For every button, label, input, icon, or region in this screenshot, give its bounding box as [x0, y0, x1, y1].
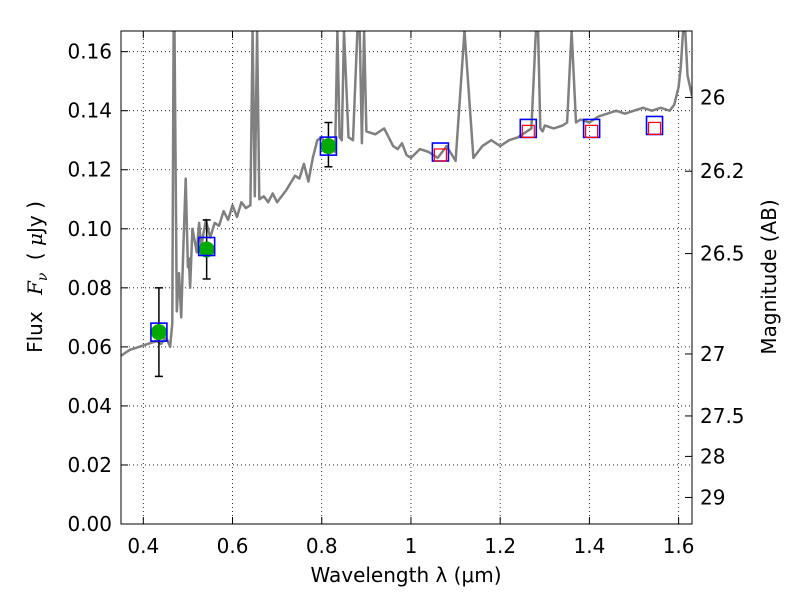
upper-limit-box — [585, 124, 599, 138]
y-tick-label: 0.06 — [67, 335, 112, 359]
y-axis-label-jy: Jy ) — [23, 201, 47, 235]
x-tick-label: 1.6 — [663, 534, 695, 558]
x-tick-label: 1.4 — [573, 534, 605, 558]
right-tick-label: 29 — [700, 485, 725, 509]
y-axis-label-subscript: ν — [35, 272, 51, 281]
upper-limit-boxes — [433, 121, 662, 162]
spectrum-line — [121, 31, 692, 357]
x-tick-label: 0.6 — [217, 534, 249, 558]
right-tick-label: 27.5 — [700, 404, 745, 428]
right-axis-label: Magnitude (AB) — [757, 199, 781, 354]
upper-limit-box — [521, 124, 535, 138]
right-tick-label: 26 — [700, 85, 725, 109]
y-tick-label: 0.16 — [67, 40, 112, 64]
upper-limit-box — [433, 148, 448, 162]
right-tick-label: 26.2 — [700, 159, 745, 183]
y-tick-label: 0.10 — [67, 217, 112, 241]
observed-points — [150, 138, 337, 341]
right-tick-label: 27 — [700, 342, 725, 366]
x-tick-label: 0.8 — [306, 534, 338, 558]
model-box — [197, 236, 216, 257]
right-tick-label: 26.5 — [700, 242, 745, 266]
model-box — [150, 322, 168, 342]
observed-point — [320, 138, 337, 155]
upper-limit-box — [647, 121, 662, 136]
x-axis-ticks: 0.4 0.6 0.8 1 1.2 1.4 1.6 — [127, 31, 695, 558]
y-tick-label: 0.04 — [67, 394, 112, 418]
observed-point — [198, 241, 215, 258]
x-tick-label: 0.4 — [127, 534, 159, 558]
y-axis-label-mu: μ — [23, 233, 47, 246]
y-tick-label: 0.12 — [67, 158, 112, 182]
right-tick-label: 28 — [700, 444, 725, 468]
spectrum-series — [121, 31, 692, 357]
plot-frame — [120, 30, 693, 525]
y-tick-label: 0.02 — [67, 453, 112, 477]
y-tick-label: 0.08 — [67, 276, 112, 300]
plot-background — [121, 31, 692, 524]
y-axis-label: Flux Fν ( μJy ) — [23, 201, 52, 353]
y-tick-label: 0.14 — [67, 99, 112, 123]
model-box — [319, 136, 338, 156]
x-tick-label: 1.2 — [484, 534, 516, 558]
y-axis-label-symbol: F — [23, 280, 47, 296]
x-tick-label: 1 — [405, 534, 418, 558]
x-axis-label: Wavelength λ (μm) — [310, 563, 501, 587]
y-tick-label: 0.00 — [67, 512, 112, 536]
y-axis-label-unit: ( — [23, 246, 47, 260]
y-axis-label-flux: Flux — [23, 311, 47, 353]
right-axis-ticks: 26 26.2 26.5 27 27.5 28 29 — [685, 85, 745, 509]
y-axis-ticks: 0.00 0.02 0.04 0.06 0.08 0.10 0.12 0.14 0.16 — [67, 40, 128, 536]
observed-point — [150, 324, 167, 341]
